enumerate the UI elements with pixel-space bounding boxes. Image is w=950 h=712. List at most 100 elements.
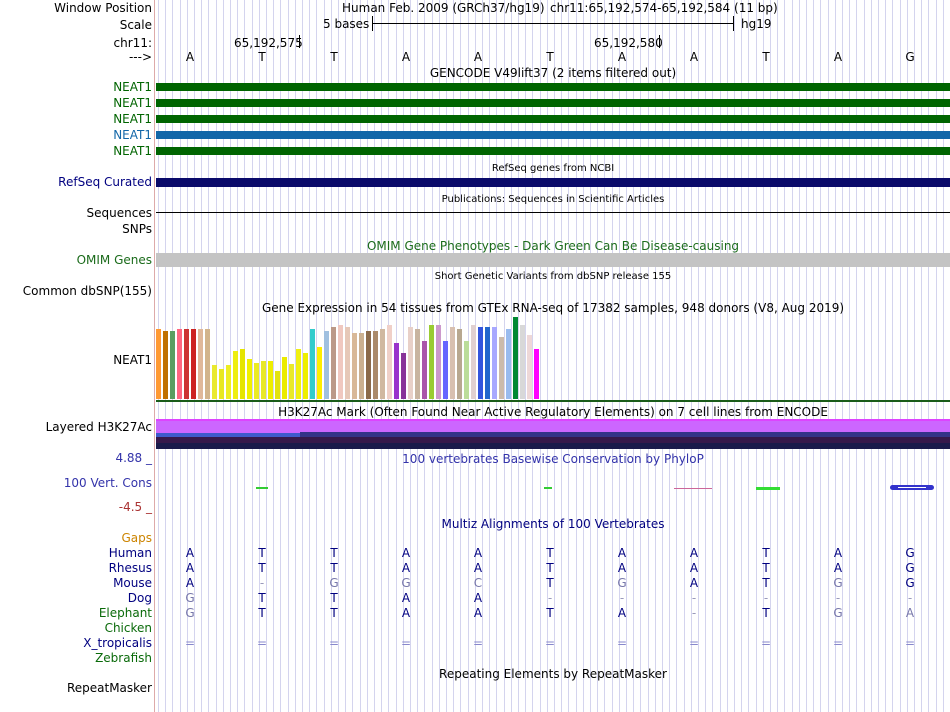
- multiz-species-label[interactable]: Elephant: [98, 606, 152, 620]
- gtex-tissue-bar[interactable]: [324, 331, 329, 399]
- gtex-tissue-bar[interactable]: [443, 341, 448, 399]
- gtex-tissue-bar[interactable]: [198, 329, 203, 399]
- refseq-label[interactable]: RefSeq Curated: [58, 175, 152, 189]
- snps-label[interactable]: SNPs: [122, 222, 152, 236]
- gencode-transcript-bar[interactable]: [156, 147, 950, 155]
- h3k27ac-signal[interactable]: [156, 419, 950, 449]
- multiz-base: T: [546, 606, 554, 620]
- grid-line: [309, 0, 310, 712]
- gtex-expression-plot[interactable]: [156, 315, 950, 399]
- gtex-tissue-bar[interactable]: [359, 333, 364, 399]
- multiz-species-label[interactable]: X_tropicalis: [83, 636, 152, 650]
- gaps-label[interactable]: Gaps: [121, 531, 152, 545]
- gtex-tissue-bar[interactable]: [275, 371, 280, 399]
- phylop-track[interactable]: [156, 465, 950, 505]
- gtex-tissue-bar[interactable]: [247, 359, 252, 399]
- gtex-tissue-bar[interactable]: [394, 343, 399, 399]
- gtex-tissue-bar[interactable]: [506, 329, 511, 399]
- strand-arrow-label[interactable]: --->: [128, 50, 152, 64]
- publications-sequence-line[interactable]: [156, 212, 950, 213]
- gtex-tissue-bar[interactable]: [485, 327, 490, 399]
- gtex-tissue-bar[interactable]: [331, 327, 336, 399]
- multiz-species-label[interactable]: Zebrafish: [95, 651, 152, 665]
- gtex-tissue-bar[interactable]: [387, 325, 392, 399]
- gtex-tissue-bar[interactable]: [170, 331, 175, 399]
- gtex-tissue-bar[interactable]: [156, 329, 161, 399]
- gtex-tissue-bar[interactable]: [408, 327, 413, 399]
- reference-base: T: [330, 50, 338, 64]
- gtex-tissue-bar[interactable]: [471, 325, 476, 399]
- gtex-tissue-bar[interactable]: [268, 361, 273, 399]
- gencode-transcript-label[interactable]: NEAT1: [113, 144, 152, 158]
- multiz-species-label[interactable]: Rhesus: [108, 561, 152, 575]
- gtex-tissue-bar[interactable]: [282, 357, 287, 399]
- gtex-tissue-bar[interactable]: [499, 337, 504, 399]
- gtex-tissue-bar[interactable]: [415, 329, 420, 399]
- gtex-tissue-bar[interactable]: [289, 364, 294, 399]
- position-coords[interactable]: chr11:65,192,574-65,192,584 (11 bp): [550, 1, 778, 15]
- gencode-transcript-bar[interactable]: [156, 115, 950, 123]
- gtex-tissue-bar[interactable]: [163, 331, 168, 399]
- gtex-tissue-bar[interactable]: [520, 325, 525, 399]
- gtex-tissue-bar[interactable]: [464, 341, 469, 399]
- gtex-tissue-bar[interactable]: [436, 325, 441, 399]
- gtex-tissue-bar[interactable]: [422, 341, 427, 399]
- gtex-tissue-bar[interactable]: [534, 349, 539, 399]
- phylop-label[interactable]: 100 Vert. Cons: [63, 476, 152, 490]
- multiz-base: -: [547, 591, 553, 605]
- publications-label[interactable]: Sequences: [86, 206, 152, 220]
- gtex-tissue-bar[interactable]: [205, 329, 210, 399]
- gencode-transcript-bar[interactable]: [156, 83, 950, 91]
- gtex-tissue-bar[interactable]: [303, 353, 308, 399]
- gencode-transcript-bar[interactable]: [156, 131, 950, 139]
- omim-gene-bar[interactable]: [156, 253, 950, 267]
- gtex-tissue-bar[interactable]: [373, 331, 378, 399]
- gtex-tissue-bar[interactable]: [380, 329, 385, 399]
- multiz-species-label[interactable]: Dog: [127, 591, 152, 605]
- gtex-tissue-bar[interactable]: [338, 325, 343, 399]
- gtex-tissue-bar[interactable]: [478, 327, 483, 399]
- repeatmasker-label[interactable]: RepeatMasker: [66, 681, 152, 695]
- gtex-tissue-bar[interactable]: [212, 365, 217, 399]
- gtex-tissue-bar[interactable]: [191, 329, 196, 399]
- gtex-tissue-bar[interactable]: [492, 327, 497, 399]
- gtex-tissue-bar[interactable]: [261, 361, 266, 399]
- refseq-gene-bar[interactable]: [156, 178, 950, 187]
- gencode-transcript-label[interactable]: NEAT1: [113, 80, 152, 94]
- dbsnp-label[interactable]: Common dbSNP(155): [22, 284, 152, 298]
- gtex-tissue-bar[interactable]: [310, 329, 315, 399]
- dbsnp-title: Short Genetic Variants from dbSNP releas…: [434, 271, 672, 282]
- h3k27ac-label[interactable]: Layered H3K27Ac: [45, 420, 152, 434]
- gtex-tissue-bar[interactable]: [450, 327, 455, 399]
- multiz-species-label[interactable]: Mouse: [113, 576, 152, 590]
- h3k27ac-pink-edge: [156, 419, 950, 421]
- multiz-base: G: [185, 591, 195, 605]
- gtex-tissue-bar[interactable]: [527, 335, 532, 399]
- gtex-tissue-bar[interactable]: [401, 353, 406, 399]
- gencode-transcript-bar[interactable]: [156, 99, 950, 107]
- gtex-tissue-bar[interactable]: [317, 347, 322, 399]
- gtex-tissue-bar[interactable]: [513, 317, 518, 399]
- gtex-tissue-bar[interactable]: [233, 351, 238, 399]
- gtex-tissue-bar[interactable]: [429, 325, 434, 399]
- gtex-label[interactable]: NEAT1: [113, 353, 152, 367]
- grid-line: [669, 0, 670, 712]
- gtex-tissue-bar[interactable]: [366, 331, 371, 399]
- gencode-transcript-label[interactable]: NEAT1: [113, 112, 152, 126]
- gtex-tissue-bar[interactable]: [352, 333, 357, 399]
- gencode-transcript-label[interactable]: NEAT1: [113, 96, 152, 110]
- omim-label[interactable]: OMIM Genes: [76, 253, 152, 267]
- gtex-tissue-bar[interactable]: [226, 365, 231, 399]
- gtex-tissue-bar[interactable]: [184, 329, 189, 399]
- gtex-tissue-bar[interactable]: [240, 349, 245, 399]
- gencode-transcript-label[interactable]: NEAT1: [113, 128, 152, 142]
- gtex-tissue-bar[interactable]: [345, 327, 350, 399]
- gtex-tissue-bar[interactable]: [457, 329, 462, 399]
- multiz-species-label[interactable]: Chicken: [104, 621, 152, 635]
- gtex-tissue-bar[interactable]: [177, 329, 182, 399]
- multiz-species-label[interactable]: Human: [108, 546, 152, 560]
- gtex-tissue-bar[interactable]: [296, 349, 301, 399]
- gtex-tissue-bar[interactable]: [219, 369, 224, 399]
- gtex-tissue-bar[interactable]: [254, 363, 259, 399]
